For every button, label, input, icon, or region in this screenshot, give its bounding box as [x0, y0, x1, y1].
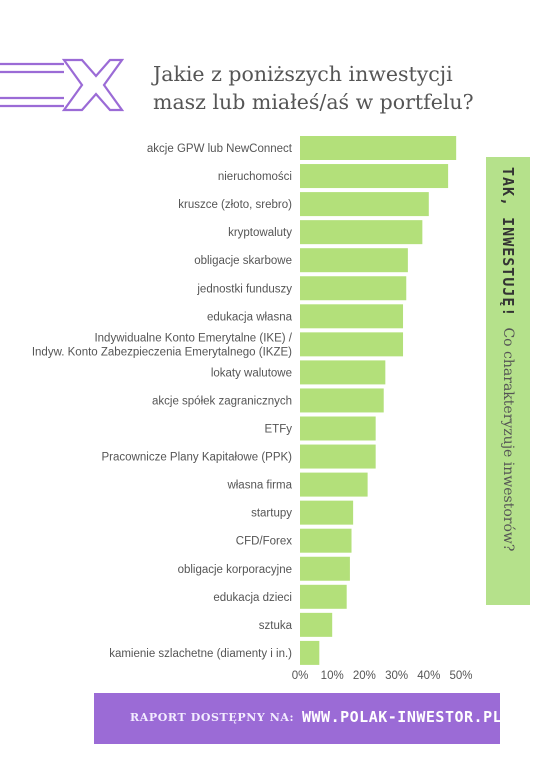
bar [300, 192, 429, 217]
x-tick-label: 0% [292, 670, 309, 682]
category-label: obligacje skarbowe [194, 255, 292, 267]
category-label: kamienie szlachetne (diamenty i in.) [109, 648, 292, 660]
bar [300, 528, 352, 553]
side-panel-subheading: Co charakteryzuje inwestorów? [500, 327, 516, 552]
category-label: Indywidualne Konto Emerytalne (IKE) / Ind… [32, 332, 293, 358]
bar [300, 584, 347, 609]
category-label: lokaty walutowe [211, 367, 292, 379]
category-label: edukacja własna [207, 311, 293, 323]
category-label: kryptowaluty [228, 227, 292, 239]
side-panel-heading: TAK, INWESTUJĘ! [499, 167, 517, 318]
chart-title-line1: Jakie z poniższych inwestycji [153, 62, 453, 86]
bar [300, 612, 333, 637]
category-label: kruszce (złoto, srebro) [178, 199, 292, 211]
bar [300, 276, 407, 301]
bar [300, 640, 320, 665]
footer-banner: RAPORT DOSTĘPNY NA: WWW.POLAK-INWESTOR.P… [94, 693, 503, 744]
bar [300, 416, 376, 441]
side-panel-text: TAK, INWESTUJĘ! Co charakteryzuje inwest… [499, 167, 517, 551]
category-label: Pracownicze Plany Kapitałowe (PPK) [102, 452, 293, 464]
bar [300, 444, 376, 469]
x-tick-label: 20% [353, 670, 376, 682]
category-label: własna firma [226, 480, 292, 492]
bar [300, 220, 423, 245]
x-tick-label: 40% [417, 670, 440, 682]
x-tick-label: 50% [449, 670, 472, 682]
chart-title: Jakie z poniższych inwestycji masz lub m… [153, 60, 493, 116]
brand-logo [0, 58, 124, 112]
bar [300, 556, 350, 581]
bar [300, 360, 386, 385]
bar [300, 304, 404, 329]
chart-title-line2: masz lub miałeś/aś w portfelu? [153, 90, 474, 114]
category-label: startupy [251, 508, 292, 520]
footer-label: RAPORT DOSTĘPNY NA: [130, 711, 295, 724]
x-tick-label: 10% [321, 670, 344, 682]
bar-chart: akcje GPW lub NewConnect nieruchomości kru… [32, 136, 473, 682]
footer-url-link[interactable]: WWW.POLAK-INWESTOR.PL [302, 708, 503, 726]
bar [300, 136, 457, 160]
bar [300, 248, 408, 273]
category-label: akcje spółek zagranicznych [152, 395, 292, 407]
bar [300, 332, 404, 357]
bar [300, 472, 368, 497]
category-label: jednostki funduszy [196, 283, 292, 295]
bar [300, 388, 384, 413]
category-label: nieruchomości [218, 171, 292, 183]
category-label: akcje GPW lub NewConnect [147, 143, 293, 155]
category-label: edukacja dzieci [213, 592, 292, 604]
category-label: obligacje korporacyjne [178, 564, 292, 576]
bar [300, 164, 449, 189]
x-tick-label: 30% [385, 670, 408, 682]
bar [300, 500, 354, 525]
category-label: sztuka [259, 620, 293, 632]
category-label: ETFy [265, 424, 293, 436]
side-panel: TAK, INWESTUJĘ! Co charakteryzuje inwest… [486, 157, 530, 605]
category-label: CFD/Forex [236, 536, 292, 548]
